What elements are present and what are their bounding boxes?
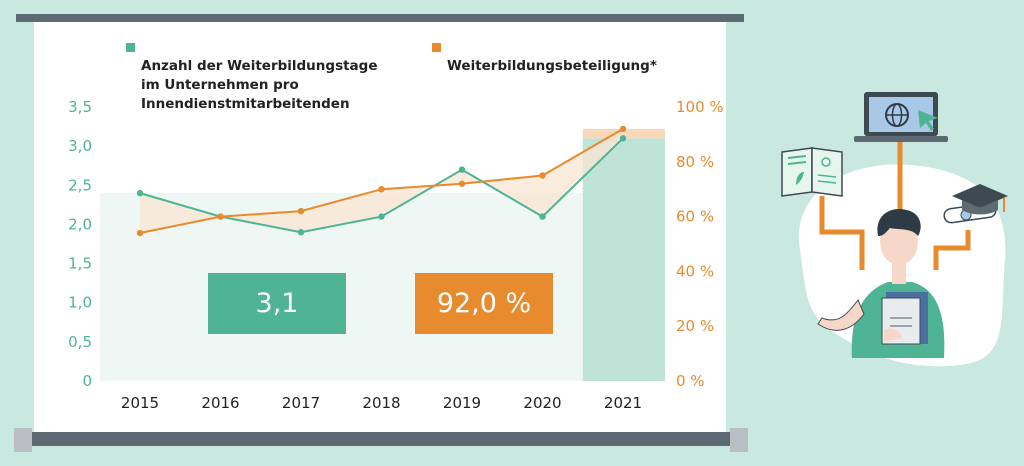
graduation-cap-icon (943, 184, 1008, 224)
x-tick-label: 2021 (604, 394, 642, 412)
left-axis-ticks: 0 0,5 1,0 1,5 2,0 2,5 3,0 3,5 (68, 98, 92, 390)
kpi-days-box: 3,1 (208, 273, 346, 334)
x-tick-label: 2016 (201, 394, 239, 412)
data-point-participation (136, 229, 144, 237)
x-tick-label: 2019 (443, 394, 481, 412)
right-tick-label: 0 % (676, 372, 705, 390)
x-tick-label: 2015 (121, 394, 159, 412)
data-point-participation (217, 213, 224, 220)
data-point-days (378, 213, 385, 220)
connector-lines (819, 140, 971, 270)
data-point-days (619, 135, 627, 142)
right-axis-ticks: 0 % 20 % 40 % 60 % 80 % 100 % (676, 98, 724, 390)
education-illustration (781, 92, 1008, 367)
series-points (136, 125, 627, 237)
legend-label-participation: Weiterbildungsbeteiligung* (447, 58, 657, 74)
kpi-participation-value: 92,0 % (436, 288, 532, 319)
right-tick-label: 80 % (676, 153, 714, 171)
right-tick-label: 60 % (676, 208, 714, 226)
right-tick-label: 100 % (676, 98, 724, 116)
left-tick-label: 0,5 (68, 333, 92, 351)
x-axis-ticks: 2015 2016 2017 2018 2019 2020 2021 (121, 394, 642, 412)
roller-cap-left (14, 428, 32, 452)
right-tick-label: 20 % (676, 317, 714, 335)
laptop-icon (854, 92, 948, 142)
highlight-gap-2021 (582, 128, 665, 139)
left-tick-label: 0 (82, 372, 92, 390)
x-tick-label: 2017 (282, 394, 320, 412)
legend-item-days: Anzahl der Weiterbildungstage im Unterne… (126, 38, 378, 114)
right-tick-label: 40 % (676, 262, 714, 280)
legend-label-days: Anzahl der Weiterbildungstage im Unterne… (141, 58, 378, 112)
left-tick-label: 1,0 (68, 294, 92, 312)
highlight-column-2021 (582, 138, 665, 381)
person-illustration (817, 209, 945, 358)
board-bottom-roller (28, 432, 734, 446)
kpi-participation-box: 92,0 % (415, 273, 553, 334)
left-tick-label: 1,5 (68, 255, 92, 273)
data-point-days (297, 229, 305, 236)
legend-item-participation: Weiterbildungsbeteiligung* (432, 38, 657, 76)
roller-cap-right (730, 428, 748, 452)
data-point-days (136, 189, 144, 197)
book-icon (781, 147, 843, 197)
legend-swatch-green (126, 43, 135, 52)
data-point-participation (458, 180, 466, 187)
data-point-participation (297, 207, 305, 215)
left-tick-label: 2,0 (68, 215, 92, 233)
data-point-days (458, 166, 466, 173)
kpi-days-value: 3,1 (255, 288, 299, 319)
x-tick-label: 2020 (523, 394, 561, 412)
left-tick-label: 2,5 (68, 176, 92, 194)
x-tick-label: 2018 (362, 394, 400, 412)
data-point-participation (539, 172, 546, 179)
data-point-participation (378, 186, 385, 193)
legend-swatch-orange (432, 43, 441, 52)
data-point-participation (619, 125, 627, 133)
board-top-rail (16, 14, 744, 22)
left-tick-label: 3,5 (68, 98, 92, 116)
data-point-days (539, 213, 546, 220)
left-tick-label: 3,0 (68, 137, 92, 155)
